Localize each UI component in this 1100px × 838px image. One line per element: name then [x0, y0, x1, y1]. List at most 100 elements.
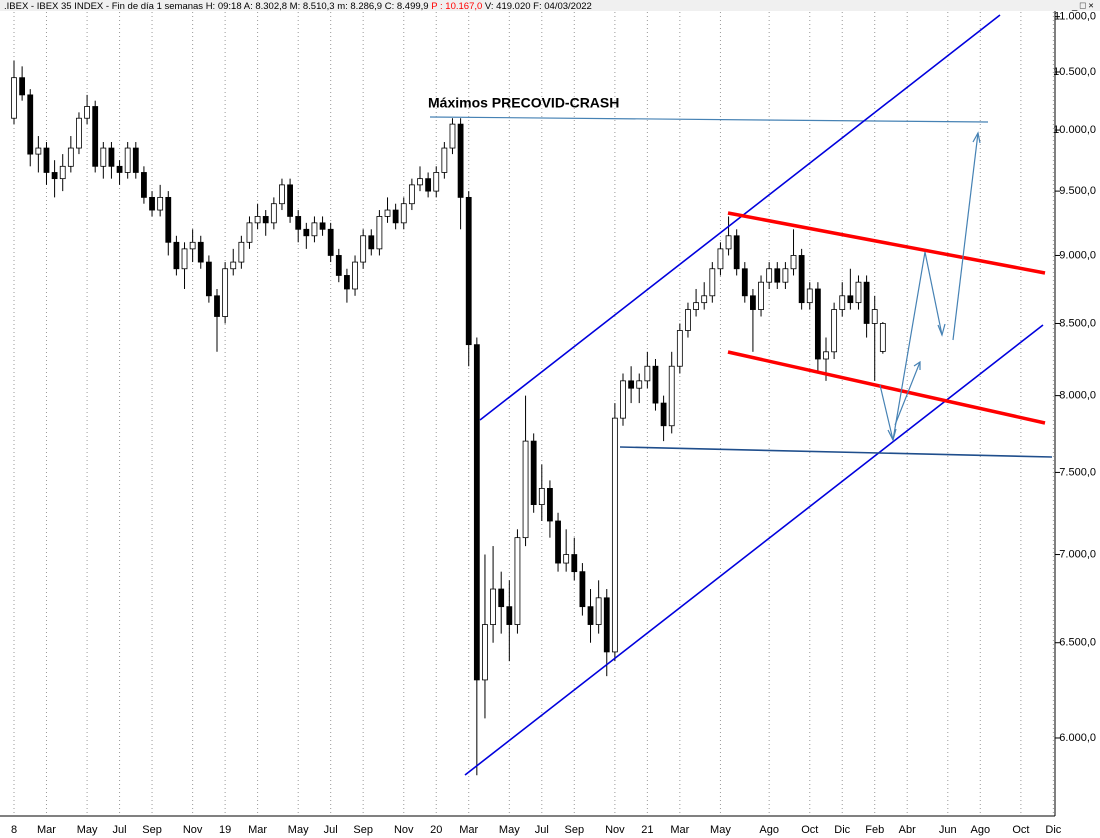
candle-body [360, 235, 367, 263]
candle-body [620, 380, 626, 419]
trend-line [464, 324, 1044, 776]
candle-body [766, 268, 773, 283]
candle-body [709, 268, 716, 297]
candle-body [230, 261, 237, 270]
candle-body [433, 172, 440, 192]
candle-body [490, 588, 496, 625]
x-tick-label: May [710, 824, 731, 836]
candle-body [214, 295, 220, 317]
y-tick-label: 6.500,0 [1059, 637, 1096, 649]
x-tick-label: 8 [11, 824, 17, 836]
candle-body [636, 380, 643, 389]
annotation: Máximos PRECOVID-CRASH [428, 95, 619, 111]
x-tick-label: 19 [219, 824, 231, 836]
trend-line [727, 211, 1046, 275]
candle-body [668, 365, 675, 427]
candle-body [165, 196, 172, 243]
candle-body [124, 147, 131, 173]
candle-body [790, 255, 797, 270]
x-tick-label: Nov [183, 824, 203, 836]
x-tick-label: Jul [535, 824, 549, 836]
y-tick-label: 8.500,0 [1059, 317, 1096, 329]
candle-body [368, 235, 375, 250]
candle-body [806, 288, 813, 304]
candle-body [157, 196, 164, 211]
header-tail: V: 419.020 F: 04/03/2022 [485, 1, 592, 12]
candle-body [287, 184, 293, 217]
y-tick-label: 7.000,0 [1059, 548, 1096, 560]
candle-body [482, 624, 488, 681]
x-tick-label: Nov [605, 824, 625, 836]
candle-body [84, 106, 90, 119]
candle-body [701, 295, 708, 304]
candle-body [863, 281, 870, 324]
y-tick-label: 8.000,0 [1059, 390, 1096, 402]
candle-body [547, 488, 553, 522]
x-tick-label: May [77, 824, 98, 836]
candle-body [685, 309, 691, 331]
candle-body [76, 117, 82, 149]
candle-body [514, 537, 521, 625]
candle-body [392, 209, 399, 224]
y-tick-label: 10.000,0 [1053, 124, 1096, 136]
x-tick-label: Jun [939, 824, 957, 836]
candle-body [197, 241, 204, 263]
candle-body [693, 302, 699, 310]
window-controls[interactable]: _ □ × [1071, 1, 1094, 12]
candle-body [35, 147, 42, 155]
y-tick-label: 6.000,0 [1059, 732, 1096, 744]
candle-body [814, 288, 821, 360]
projection-arrow [894, 361, 921, 426]
candle-body [254, 216, 261, 224]
x-tick-label: Sep [142, 824, 162, 836]
candle-body [352, 261, 358, 290]
drawings [429, 14, 1053, 776]
candle-body [473, 344, 480, 681]
y-tick-label: 7.500,0 [1059, 466, 1096, 478]
candle-body [11, 77, 17, 119]
candle-body [717, 248, 724, 270]
candle-body [100, 147, 107, 167]
candle-body [108, 147, 115, 167]
candle-body [725, 235, 732, 250]
candle-body [611, 417, 618, 653]
candle-body [595, 597, 602, 625]
header-main: .IBEX - IBEX 35 INDEX - Fin de día 1 sem… [4, 1, 429, 12]
candle-body [149, 196, 155, 211]
candle-body [758, 281, 764, 310]
header-highlight: P : 10.167,0 [431, 1, 482, 12]
x-tick-label: Feb [865, 824, 884, 836]
trend-line [479, 14, 1001, 421]
candle-body [506, 606, 513, 625]
candle-body [644, 365, 651, 382]
candle-body [384, 209, 391, 217]
candle-body [311, 222, 318, 237]
x-tick-label: Oct [1012, 824, 1029, 836]
candle-body [628, 380, 635, 389]
candle-body [522, 440, 529, 539]
candle-body [59, 165, 66, 180]
candle-body [652, 365, 659, 404]
x-tick-label: Sep [564, 824, 584, 836]
candle-body [205, 261, 212, 297]
candle-body [408, 184, 415, 205]
candle-body [27, 94, 34, 155]
candle-body [189, 241, 196, 250]
candle-body [676, 330, 683, 367]
candle-body [733, 235, 740, 270]
y-tick-label: 9.500,0 [1059, 185, 1096, 197]
x-tick-label: Mar [248, 824, 267, 836]
x-tick-label: Oct [801, 824, 818, 836]
candle-body [425, 178, 432, 192]
x-tick-label: 20 [430, 824, 442, 836]
candle-body [587, 606, 594, 625]
candle-body [43, 147, 50, 173]
candle-body [741, 268, 748, 297]
x-tick-label: Dic [1045, 824, 1061, 836]
x-tick-label: Mar [37, 824, 56, 836]
x-tick-label: Nov [394, 824, 414, 836]
candle-body [295, 216, 302, 230]
y-tick-label: 11.000,0 [1054, 11, 1096, 23]
candle-body [879, 323, 886, 352]
candle-body [173, 241, 180, 270]
